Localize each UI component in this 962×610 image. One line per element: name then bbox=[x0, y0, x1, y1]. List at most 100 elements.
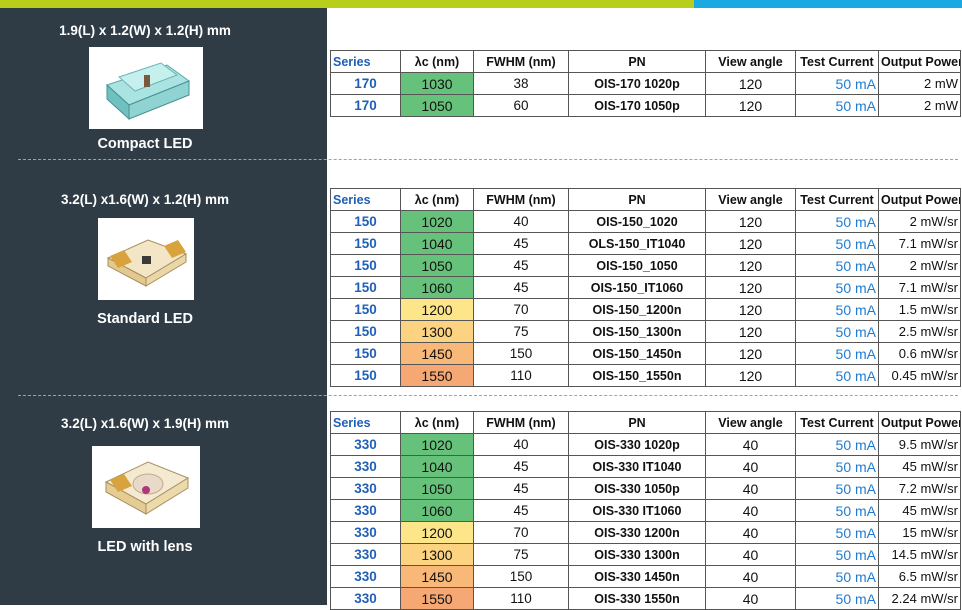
part-number-cell: OIS-150_1300n bbox=[568, 320, 706, 343]
header-test-current: Test Current bbox=[795, 411, 879, 434]
header-view-angle: View angle bbox=[705, 411, 796, 434]
part-number-cell: OIS-150_1200n bbox=[568, 298, 706, 321]
test-current-cell: 50 mA bbox=[795, 232, 879, 255]
header-lambda: λc (nm) bbox=[400, 411, 474, 434]
table-row: 330 1020 40 OIS-330 1020p 40 50 mA 9.5 mW/sr bbox=[330, 433, 961, 456]
series-cell: 150 bbox=[330, 342, 401, 365]
view-angle-cell: 40 bbox=[705, 587, 796, 610]
part-number-cell: OIS-170 1050p bbox=[568, 94, 706, 117]
view-angle-cell: 40 bbox=[705, 565, 796, 588]
series-cell: 150 bbox=[330, 364, 401, 387]
output-power-cell: 2 mW/sr bbox=[878, 210, 961, 233]
test-current-cell: 50 mA bbox=[795, 499, 879, 522]
header-fwhm: FWHM (nm) bbox=[473, 188, 569, 211]
part-number-cell: OIS-330 IT1040 bbox=[568, 455, 706, 478]
package-label: Compact LED bbox=[97, 136, 193, 152]
view-angle-cell: 40 bbox=[705, 499, 796, 522]
test-current-cell: 50 mA bbox=[795, 364, 879, 387]
section-divider bbox=[18, 395, 958, 396]
series-cell: 330 bbox=[330, 587, 401, 610]
fwhm-cell: 45 bbox=[473, 276, 569, 299]
fwhm-cell: 45 bbox=[473, 499, 569, 522]
series-cell: 330 bbox=[330, 433, 401, 456]
package-dimensions: 1.9(L) x 1.2(W) x 1.2(H) mm bbox=[59, 23, 231, 38]
test-current-cell: 50 mA bbox=[795, 342, 879, 365]
wavelength-cell: 1050 bbox=[400, 477, 474, 500]
header-test-current: Test Current bbox=[795, 50, 879, 73]
table-row: 330 1300 75 OIS-330 1300n 40 50 mA 14.5 mW/sr bbox=[330, 543, 961, 566]
header-pn: PN bbox=[568, 188, 706, 211]
output-power-cell: 2 mW bbox=[878, 94, 961, 117]
header-fwhm: FWHM (nm) bbox=[473, 411, 569, 434]
package-label: Standard LED bbox=[97, 311, 193, 327]
view-angle-cell: 120 bbox=[705, 298, 796, 321]
wavelength-cell: 1040 bbox=[400, 455, 474, 478]
top-accent-bar-blue bbox=[694, 0, 962, 8]
view-angle-cell: 40 bbox=[705, 543, 796, 566]
table-row: 150 1550 110 OIS-150_1550n 120 50 mA 0.45 mW/s… bbox=[330, 364, 961, 387]
part-number-cell: OIS-330 1550n bbox=[568, 587, 706, 610]
table-row: 150 1060 45 OIS-150_IT1060 120 50 mA 7.1 mW/sr bbox=[330, 276, 961, 299]
wavelength-cell: 1200 bbox=[400, 521, 474, 544]
part-number-cell: OIS-170 1020p bbox=[568, 72, 706, 95]
table-row: 330 1050 45 OIS-330 1050p 40 50 mA 7.2 mW/sr bbox=[330, 477, 961, 500]
view-angle-cell: 120 bbox=[705, 94, 796, 117]
view-angle-cell: 120 bbox=[705, 320, 796, 343]
part-number-cell: OIS-330 1300n bbox=[568, 543, 706, 566]
view-angle-cell: 120 bbox=[705, 364, 796, 387]
fwhm-cell: 45 bbox=[473, 455, 569, 478]
output-power-cell: 2.5 mW/sr bbox=[878, 320, 961, 343]
test-current-cell: 50 mA bbox=[795, 320, 879, 343]
part-number-cell: OIS-150_1020 bbox=[568, 210, 706, 233]
output-power-cell: 2 mW bbox=[878, 72, 961, 95]
part-number-cell: OLS-150_IT1040 bbox=[568, 232, 706, 255]
table-header-row: Series λc (nm) FWHM (nm) PN View angle Test C… bbox=[330, 411, 961, 434]
header-output-power: Output Power bbox=[878, 411, 961, 434]
output-power-cell: 0.6 mW/sr bbox=[878, 342, 961, 365]
part-number-cell: OIS-330 1020p bbox=[568, 433, 706, 456]
table-row: 150 1450 150 OIS-150_1450n 120 50 mA 0.6 mW/sr bbox=[330, 342, 961, 365]
header-series: Series bbox=[330, 188, 401, 211]
table-row: 170 1050 60 OIS-170 1050p 120 50 mA 2 mW bbox=[330, 94, 961, 117]
test-current-cell: 50 mA bbox=[795, 565, 879, 588]
output-power-cell: 1.5 mW/sr bbox=[878, 298, 961, 321]
output-power-cell: 2 mW/sr bbox=[878, 254, 961, 277]
wavelength-cell: 1200 bbox=[400, 298, 474, 321]
wavelength-cell: 1300 bbox=[400, 320, 474, 343]
output-power-cell: 7.1 mW/sr bbox=[878, 232, 961, 255]
fwhm-cell: 45 bbox=[473, 254, 569, 277]
series-cell: 330 bbox=[330, 521, 401, 544]
part-number-cell: OIS-150_1450n bbox=[568, 342, 706, 365]
wavelength-cell: 1060 bbox=[400, 276, 474, 299]
test-current-cell: 50 mA bbox=[795, 543, 879, 566]
wavelength-cell: 1060 bbox=[400, 499, 474, 522]
table-row: 170 1030 38 OIS-170 1020p 120 50 mA 2 mW bbox=[330, 72, 961, 95]
header-output-power: Output Power bbox=[878, 188, 961, 211]
test-current-cell: 50 mA bbox=[795, 587, 879, 610]
series-cell: 170 bbox=[330, 94, 401, 117]
table-row: 150 1020 40 OIS-150_1020 120 50 mA 2 mW/sr bbox=[330, 210, 961, 233]
lens-led-image bbox=[92, 446, 200, 528]
table-row: 330 1450 150 OIS-330 1450n 40 50 mA 6.5 mW/sr bbox=[330, 565, 961, 588]
view-angle-cell: 120 bbox=[705, 72, 796, 95]
series-cell: 330 bbox=[330, 477, 401, 500]
table-header-row: Series λc (nm) FWHM (nm) PN View angle Test C… bbox=[330, 188, 961, 211]
fwhm-cell: 110 bbox=[473, 587, 569, 610]
output-power-cell: 9.5 mW/sr bbox=[878, 433, 961, 456]
part-number-cell: OIS-330 IT1060 bbox=[568, 499, 706, 522]
spec-table-lens: Series λc (nm) FWHM (nm) PN View angle Test C… bbox=[330, 411, 961, 610]
series-cell: 170 bbox=[330, 72, 401, 95]
table-row: 330 1550 110 OIS-330 1550n 40 50 mA 2.24 mW/sr bbox=[330, 587, 961, 610]
table-row: 330 1040 45 OIS-330 IT1040 40 50 mA 45 mW/sr bbox=[330, 455, 961, 478]
header-lambda: λc (nm) bbox=[400, 188, 474, 211]
view-angle-cell: 40 bbox=[705, 455, 796, 478]
view-angle-cell: 120 bbox=[705, 210, 796, 233]
table-row: 150 1050 45 OIS-150_1050 120 50 mA 2 mW/sr bbox=[330, 254, 961, 277]
part-number-cell: OIS-150_IT1060 bbox=[568, 276, 706, 299]
series-cell: 330 bbox=[330, 565, 401, 588]
fwhm-cell: 150 bbox=[473, 565, 569, 588]
view-angle-cell: 40 bbox=[705, 433, 796, 456]
fwhm-cell: 45 bbox=[473, 232, 569, 255]
header-fwhm: FWHM (nm) bbox=[473, 50, 569, 73]
test-current-cell: 50 mA bbox=[795, 521, 879, 544]
